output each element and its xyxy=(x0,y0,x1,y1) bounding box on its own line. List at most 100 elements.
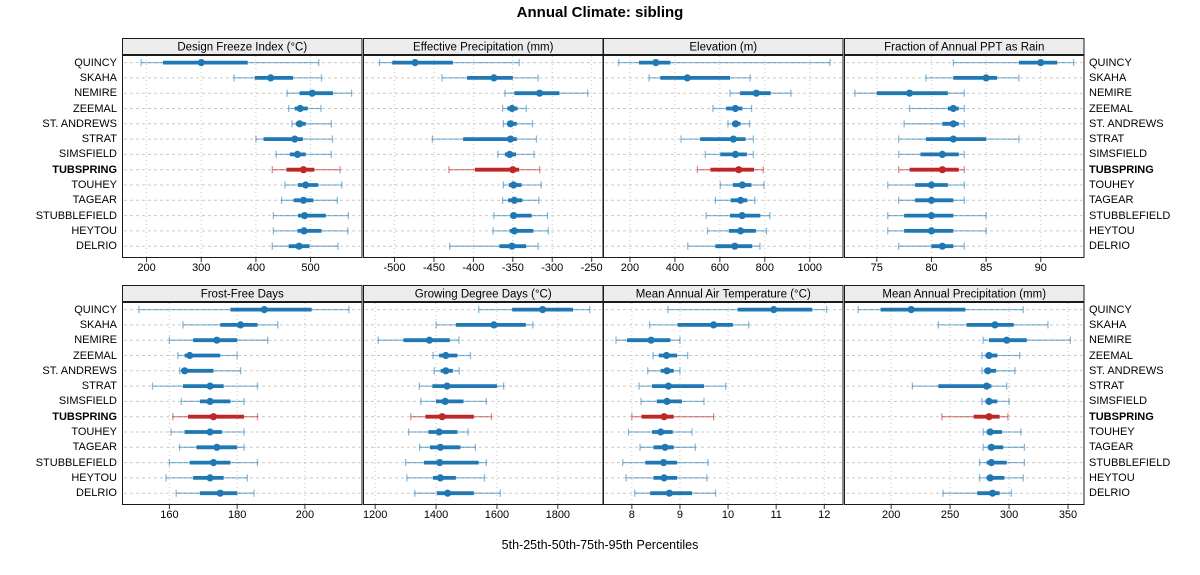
whisker-row-strat xyxy=(151,382,259,390)
station-label-right-tubspring: TUBSPRING xyxy=(1089,410,1154,423)
panel-elevation-m: Elevation (m) 200 400 600 800 1000 xyxy=(603,38,844,274)
whisker-row-stubblefield xyxy=(492,212,548,220)
whisker-row-nemire xyxy=(853,89,965,97)
whisker-row-touhey xyxy=(719,181,765,189)
station-label-left-touhey: TOUHEY xyxy=(71,426,117,438)
whisker-row-strat xyxy=(897,135,1020,143)
median-dot xyxy=(949,104,957,113)
median-dot xyxy=(732,120,740,128)
median-dot xyxy=(1002,336,1010,344)
whisker-row-stubblefield xyxy=(886,212,987,220)
panel-border xyxy=(603,302,844,505)
whisker-row-quincy xyxy=(667,306,828,314)
whisker-row-delrio xyxy=(941,489,1012,497)
whisker-row-tagear xyxy=(178,443,245,451)
median-dot xyxy=(209,413,218,421)
panel-header xyxy=(122,285,363,302)
panel-border xyxy=(603,55,844,258)
median-dot xyxy=(509,212,517,220)
whisker-row-tubspring xyxy=(172,413,259,421)
whisker-row-quincy xyxy=(477,306,590,314)
axis-tick-label: 200 xyxy=(881,509,899,521)
whisker-row-tagear xyxy=(501,196,539,204)
panel-header xyxy=(362,38,603,55)
station-label-left-heytou: HEYTOU xyxy=(71,471,117,484)
axis-tick-label: 85 xyxy=(979,262,991,274)
panel-title: Elevation (m) xyxy=(689,42,757,54)
whisker-row-quincy xyxy=(140,59,320,67)
station-label-left-stubblefield: STUBBLEFIELD xyxy=(35,209,117,222)
station-label-left-tagear: TAGEAR xyxy=(72,441,117,454)
panel-border xyxy=(843,302,1084,505)
axis-tick-label: 300 xyxy=(999,509,1017,521)
whisker-row-touhey xyxy=(284,181,343,189)
whisker-row-nemire xyxy=(615,336,681,344)
median-dot xyxy=(987,443,995,451)
median-dot xyxy=(260,306,268,314)
station-label-left-zeemal: ZEEMAL xyxy=(72,102,117,115)
median-dot xyxy=(731,242,739,250)
panel-title: Frost-Free Days xyxy=(201,289,284,301)
median-dot xyxy=(982,382,990,390)
axis-tick-label: 400 xyxy=(666,262,684,274)
axis-tick-label: 350 xyxy=(1058,509,1076,521)
panel-effective-precipitation-mm: Effective Precipitation (mm) -500 -450 -400… xyxy=(362,38,603,274)
median-dot xyxy=(507,242,516,250)
median-dot xyxy=(213,443,221,451)
median-dot xyxy=(206,397,214,405)
station-label-right-skaha: SKAHA xyxy=(1089,71,1127,84)
station-label-right-stubblefield: STUBBLEFIELD xyxy=(1089,209,1171,222)
median-dot xyxy=(441,397,449,405)
whisker-row-nemire xyxy=(286,89,353,97)
whisker-row-strat xyxy=(680,135,755,143)
median-dot xyxy=(209,459,218,467)
whisker-row-simsfield xyxy=(275,150,332,158)
whisker-row-tagear xyxy=(418,443,476,451)
axis-tick-label: 200 xyxy=(137,262,155,274)
median-dot xyxy=(907,306,915,314)
whisker-row-delrio xyxy=(897,242,965,250)
axis-tick-label: 80 xyxy=(925,262,937,274)
panel-growing-degree-days-c: Growing Degree Days (°C) 1200 1400 1600 1800 xyxy=(362,285,603,521)
whisker-row-quincy xyxy=(952,59,1074,67)
median-dot xyxy=(300,227,308,235)
whisker-row-strat xyxy=(418,382,504,390)
median-dot xyxy=(984,413,993,421)
station-label-left-stubblefield: STUBBLEFIELD xyxy=(35,456,117,469)
axis-tick-label: 90 xyxy=(1034,262,1046,274)
station-label-left-nemire: NEMIRE xyxy=(74,87,117,100)
whisker-row-tagear xyxy=(714,196,756,204)
axis-tick-label: 1800 xyxy=(545,509,569,521)
median-dot xyxy=(296,104,304,113)
median-dot xyxy=(661,443,669,451)
median-dot xyxy=(652,59,660,67)
panel-title: Design Freeze Index (°C) xyxy=(177,42,307,54)
median-dot xyxy=(1036,59,1044,67)
station-label-right-nemire: NEMIRE xyxy=(1089,87,1132,100)
station-label-right-tagear: TAGEAR xyxy=(1089,441,1134,454)
whisker-row-skaha xyxy=(924,74,1020,82)
median-dot xyxy=(988,489,996,497)
whisker-row-strat xyxy=(638,382,727,390)
whisker-row-tubspring xyxy=(631,413,715,421)
whisker-row-zeemal xyxy=(177,351,238,360)
whisker-row-zeemal xyxy=(652,351,689,360)
median-dot xyxy=(216,489,224,497)
station-label-left-st-andrews: ST. ANDREWS xyxy=(42,364,117,377)
whisker-row-tagear xyxy=(639,443,697,451)
whisker-row-simsfield xyxy=(640,397,705,405)
median-dot xyxy=(300,212,309,220)
whisker-row-st-andrews xyxy=(727,120,751,128)
axis-tick-label: 500 xyxy=(301,262,319,274)
whisker-row-skaha xyxy=(937,321,1049,329)
median-dot xyxy=(905,89,913,97)
plot-area xyxy=(122,55,363,258)
whisker-row-stubblefield xyxy=(272,212,349,220)
station-label-right-delrio: DELRIO xyxy=(1089,487,1130,500)
median-dot xyxy=(302,181,310,189)
whisker-row-tubspring xyxy=(940,413,1009,421)
whisker-row-heytou xyxy=(886,227,987,235)
median-dot xyxy=(983,367,991,375)
station-label-right-tubspring: TUBSPRING xyxy=(1089,163,1154,176)
median-dot xyxy=(206,474,214,482)
